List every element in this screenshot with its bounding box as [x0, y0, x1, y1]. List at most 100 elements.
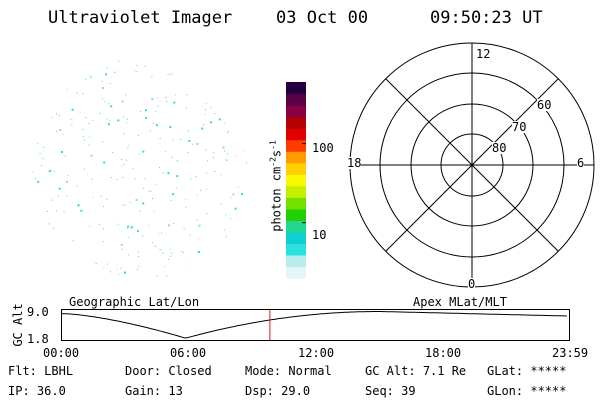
image-speckle: [95, 263, 97, 264]
image-speckle: [37, 180, 40, 183]
colorbar-tick-label-100: 100: [312, 141, 334, 155]
image-speckle: [172, 73, 174, 75]
image-speckle: [195, 176, 197, 178]
image-speckle: [132, 226, 134, 228]
image-speckle: [234, 207, 237, 210]
image-speckle: [167, 74, 169, 76]
image-speckle: [144, 178, 146, 180]
image-speckle: [130, 226, 133, 229]
image-speckle: [137, 268, 139, 270]
image-speckle: [198, 226, 200, 227]
image-speckle: [204, 113, 206, 115]
status-glat: GLat: *****: [487, 364, 567, 378]
image-speckle: [106, 198, 108, 200]
image-speckle: [48, 223, 50, 225]
image-speckle: [165, 96, 167, 98]
image-speckle: [104, 101, 106, 102]
image-speckle: [135, 198, 138, 201]
image-speckle: [185, 206, 187, 208]
image-speckle: [122, 203, 124, 205]
image-speckle: [176, 187, 177, 189]
image-speckle: [103, 266, 105, 268]
image-speckle: [201, 127, 204, 130]
image-speckle: [62, 133, 64, 135]
image-speckle: [196, 143, 199, 145]
status-ip: IP: 36.0: [8, 384, 66, 398]
image-speckle: [126, 122, 128, 124]
image-speckle: [109, 120, 111, 122]
image-speckle: [188, 263, 190, 265]
image-speckle: [206, 188, 208, 190]
status-door: Door: Closed: [125, 364, 212, 378]
image-speckle: [172, 193, 175, 196]
colorbar-segment: [286, 128, 306, 141]
image-speckle: [106, 263, 108, 265]
image-speckle: [52, 117, 54, 118]
image-speckle: [116, 268, 118, 270]
image-speckle: [139, 153, 141, 155]
image-speckle: [176, 160, 178, 162]
image-speckle: [85, 78, 87, 80]
lat-label-70: 70: [512, 120, 527, 134]
image-speckle: [230, 197, 232, 199]
image-speckle: [177, 160, 178, 162]
timeline-xtick-1800: 18:00: [425, 346, 462, 360]
image-speckle: [101, 98, 103, 100]
image-speckle: [89, 75, 91, 77]
image-speckle: [169, 126, 172, 129]
image-speckle: [153, 210, 155, 212]
image-speckle: [198, 224, 200, 226]
image-speckle: [206, 172, 208, 174]
image-speckle: [87, 173, 89, 175]
image-speckle: [227, 132, 229, 134]
image-speckle: [162, 252, 164, 254]
image-speckle: [212, 157, 214, 159]
mlt-label-0: 0: [468, 277, 476, 291]
image-speckle: [155, 246, 157, 247]
image-speckle: [152, 242, 154, 244]
image-speckle: [51, 199, 53, 201]
image-speckle: [152, 122, 154, 124]
image-speckle: [200, 189, 202, 191]
image-speckle: [123, 133, 125, 135]
colorbar-segment: [286, 162, 306, 175]
image-speckle: [165, 151, 166, 153]
image-speckle: [145, 109, 147, 112]
image-speckle: [183, 228, 185, 230]
image-speckle: [225, 236, 227, 238]
timeline-plot: [61, 309, 570, 341]
image-speckle: [41, 164, 43, 166]
image-speckle: [232, 193, 235, 196]
image-speckle: [169, 248, 171, 250]
timeline-ylabel: GC Alt: [11, 303, 25, 347]
timeline-left-title: Geographic Lat/Lon: [69, 295, 200, 309]
colorbar-segment: [286, 82, 306, 95]
image-speckle: [151, 76, 153, 78]
image-speckle: [103, 161, 106, 164]
image-speckle: [225, 214, 227, 216]
colorbar-segment: [286, 243, 306, 256]
image-speckle: [113, 71, 115, 73]
image-speckle: [99, 113, 101, 114]
image-speckle: [198, 239, 200, 241]
image-speckle: [213, 151, 215, 153]
image-speckle: [210, 121, 213, 124]
timeline-xtick-0600: 06:00: [170, 346, 207, 360]
image-speckle: [224, 229, 225, 231]
image-speckle: [189, 234, 191, 236]
image-speckle: [110, 177, 112, 178]
image-speckle: [185, 198, 187, 200]
image-speckle: [166, 101, 167, 102]
image-speckle: [56, 113, 57, 115]
image-speckle: [114, 71, 116, 73]
image-speckle: [66, 180, 68, 183]
image-speckle: [182, 251, 184, 253]
image-speckle: [99, 224, 101, 226]
image-speckle: [171, 252, 173, 254]
image-speckle: [220, 174, 222, 176]
image-speckle: [170, 73, 171, 75]
status-filter: Flt: LBHL: [8, 364, 74, 378]
image-speckle: [34, 178, 36, 180]
image-speckle: [206, 212, 208, 214]
